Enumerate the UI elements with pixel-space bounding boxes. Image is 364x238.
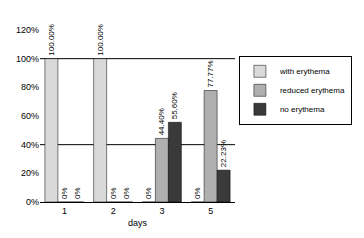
svg-text:5: 5	[208, 206, 213, 216]
svg-text:with erythema: with erythema	[279, 67, 330, 76]
svg-text:120%: 120%	[16, 25, 39, 35]
svg-text:0%: 0%	[144, 187, 153, 199]
svg-text:55.60%: 55.60%	[170, 92, 179, 119]
svg-text:2: 2	[111, 206, 116, 216]
svg-text:reduced erythema: reduced erythema	[280, 86, 345, 95]
svg-text:0%: 0%	[60, 187, 69, 199]
svg-text:77.77%: 77.77%	[206, 60, 215, 87]
svg-text:0%: 0%	[73, 187, 82, 199]
svg-text:no erythema: no erythema	[280, 105, 325, 114]
svg-text:40%: 40%	[21, 140, 39, 150]
svg-text:0%: 0%	[26, 197, 39, 207]
svg-text:22.23%: 22.23%	[219, 140, 228, 167]
svg-text:80%: 80%	[21, 82, 39, 92]
svg-text:0%: 0%	[193, 187, 202, 199]
svg-text:100%: 100%	[16, 54, 39, 64]
svg-text:100.00%: 100.00%	[96, 24, 105, 56]
svg-text:44.40%: 44.40%	[157, 108, 166, 135]
svg-text:days: days	[128, 218, 148, 228]
svg-text:0%: 0%	[109, 187, 118, 199]
svg-text:100.00%: 100.00%	[47, 24, 56, 56]
svg-text:1: 1	[62, 206, 67, 216]
svg-text:3: 3	[159, 206, 164, 216]
svg-text:0%: 0%	[122, 187, 131, 199]
svg-text:20%: 20%	[21, 168, 39, 178]
svg-text:60%: 60%	[21, 111, 39, 121]
